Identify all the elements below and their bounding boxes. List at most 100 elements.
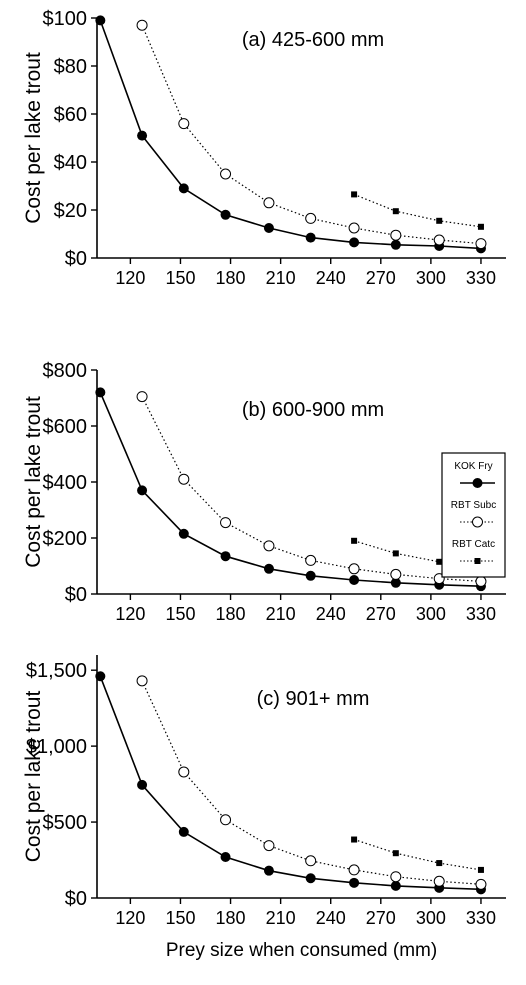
x-tick-label: 210 xyxy=(266,604,296,624)
data-point xyxy=(178,473,190,485)
x-tick-label: 330 xyxy=(466,604,496,624)
series-kok-fry xyxy=(95,15,486,254)
data-point xyxy=(263,563,274,574)
y-tick-label: $60 xyxy=(54,104,87,126)
data-point xyxy=(220,517,232,529)
x-tick-label: 120 xyxy=(115,604,145,624)
y-tick-label: $20 xyxy=(54,200,87,222)
data-point xyxy=(390,577,401,588)
y-tick-label: $0 xyxy=(65,888,87,910)
data-point xyxy=(305,570,316,581)
data-point xyxy=(390,880,401,891)
y-tick-label: $0 xyxy=(65,584,87,606)
y-axis-label: Cost per lake trout xyxy=(22,691,45,863)
x-tick-label: 150 xyxy=(165,604,195,624)
data-point xyxy=(392,550,399,557)
y-tick-label: $80 xyxy=(54,56,87,78)
y-tick-label: $800 xyxy=(43,360,88,382)
y-axis-label: Cost per lake trout xyxy=(22,52,45,224)
data-point xyxy=(137,485,148,496)
y-tick-label: $0 xyxy=(65,248,87,270)
data-point xyxy=(178,183,189,194)
x-tick-label: 120 xyxy=(115,268,145,288)
data-point xyxy=(136,19,148,31)
series-rbt-subc xyxy=(136,19,487,250)
x-tick-label: 240 xyxy=(316,604,346,624)
data-point xyxy=(436,558,443,565)
chart-panel-2: $0 $200 $400 $600 $800 120 150 180 210 240 270 300 3… xyxy=(22,360,506,624)
data-point xyxy=(475,878,487,890)
legend-marker xyxy=(474,558,481,564)
x-tick-label: 300 xyxy=(416,604,446,624)
legend-item-label: RBT Catc xyxy=(452,539,495,550)
x-tick-label: 210 xyxy=(266,908,296,928)
series-rbt-subc xyxy=(136,675,487,890)
data-point xyxy=(220,209,231,220)
x-tick-label: 150 xyxy=(165,268,195,288)
data-point xyxy=(178,826,189,837)
legend-item-label: RBT Subc xyxy=(451,500,496,511)
panel-title: (b) 600-900 mm xyxy=(242,399,384,421)
series-line-kok-fry xyxy=(99,20,482,250)
legend-marker xyxy=(472,478,483,488)
data-point xyxy=(305,232,316,243)
y-tick-label: $100 xyxy=(43,8,88,30)
data-point xyxy=(436,217,443,224)
x-tick-label: 240 xyxy=(316,908,346,928)
x-axis-label: Prey size when consumed (mm) xyxy=(166,940,437,961)
data-point xyxy=(95,387,106,398)
data-point xyxy=(305,855,317,867)
data-point xyxy=(349,877,360,888)
data-point xyxy=(349,575,360,585)
series-line-rbt-subc xyxy=(141,396,482,582)
series-line-rbt-catc xyxy=(353,193,482,228)
x-tick-label: 270 xyxy=(366,908,396,928)
data-point xyxy=(220,851,231,862)
data-point xyxy=(178,118,190,130)
x-tick-label: 330 xyxy=(466,908,496,928)
x-tick-label: 180 xyxy=(216,908,246,928)
panel-title: (a) 425-600 mm xyxy=(242,29,384,51)
data-point xyxy=(178,528,189,539)
x-tick-label: 180 xyxy=(216,268,246,288)
data-point xyxy=(477,866,484,873)
data-point xyxy=(390,239,401,250)
data-point xyxy=(305,873,316,884)
data-point xyxy=(351,836,358,843)
x-tick-label: 240 xyxy=(316,268,346,288)
data-point xyxy=(348,864,360,876)
data-point xyxy=(263,223,274,233)
data-point xyxy=(390,871,402,883)
y-tick-label: $500 xyxy=(43,812,88,834)
data-point xyxy=(305,212,317,224)
data-point xyxy=(220,551,231,562)
legend: KOK Fry RBT Subc RBT Catc xyxy=(441,452,506,578)
series-rbt-catc xyxy=(351,191,484,230)
data-point xyxy=(392,850,399,857)
legend-box xyxy=(441,452,506,578)
data-point xyxy=(348,563,360,575)
data-point xyxy=(136,675,148,687)
data-point xyxy=(351,537,358,544)
data-point xyxy=(263,840,275,852)
data-point xyxy=(95,15,106,26)
y-tick-label: $1,000 xyxy=(26,736,87,758)
data-point xyxy=(305,554,317,566)
y-axis-label: Cost per lake trout xyxy=(22,396,45,568)
x-tick-label: 270 xyxy=(366,268,396,288)
data-point xyxy=(178,766,190,778)
x-tick-label: 330 xyxy=(466,268,496,288)
data-point xyxy=(348,222,360,234)
y-tick-label: $400 xyxy=(43,472,88,494)
data-point xyxy=(477,223,484,230)
data-point xyxy=(263,540,275,552)
x-tick-label: 300 xyxy=(416,268,446,288)
data-point xyxy=(433,875,445,887)
legend-item-label: KOK Fry xyxy=(454,461,492,472)
series-line-rbt-subc xyxy=(141,24,482,245)
series-rbt-subc xyxy=(136,391,487,587)
data-point xyxy=(351,191,358,198)
y-tick-label: $200 xyxy=(43,528,88,550)
data-point xyxy=(137,130,148,141)
data-point xyxy=(390,229,402,241)
